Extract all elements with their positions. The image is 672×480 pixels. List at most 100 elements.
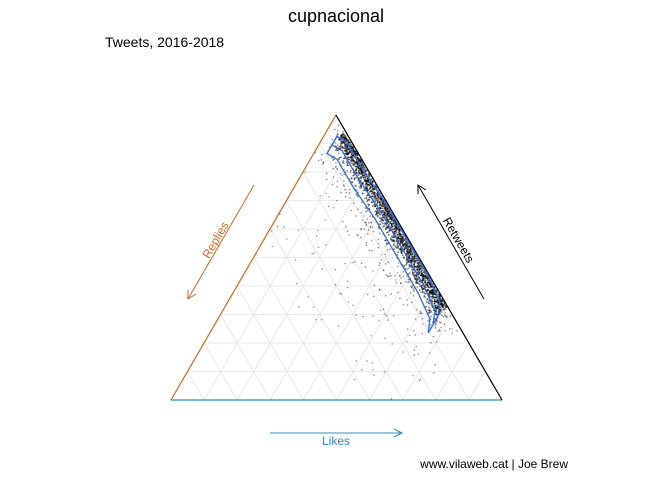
- tweet-point: [387, 231, 389, 234]
- tweet-point: [363, 197, 366, 200]
- tweet-point: [351, 162, 353, 165]
- tweet-point: [439, 330, 441, 332]
- tweet-point: [443, 301, 445, 303]
- tweet-point: [407, 245, 410, 248]
- tweet-point: [390, 398, 393, 400]
- tweet-point: [402, 236, 404, 238]
- tweet-point: [411, 255, 413, 257]
- tweet-point: [408, 280, 411, 283]
- tweet-point: [324, 219, 326, 221]
- tweet-point: [431, 280, 433, 282]
- tweet-point: [370, 335, 373, 337]
- tweet-point: [350, 159, 353, 162]
- tweet-point: [346, 280, 349, 283]
- tweet-point: [415, 308, 418, 311]
- tweet-point: [389, 215, 392, 218]
- tweet-point: [369, 187, 372, 189]
- grid-line: [319, 143, 470, 401]
- tweet-point: [344, 135, 346, 138]
- tweet-point: [441, 305, 443, 308]
- tweet-point: [373, 284, 376, 286]
- tweet-point: [399, 282, 402, 285]
- tweet-point: [417, 278, 420, 280]
- tweet-point: [409, 247, 411, 249]
- tweet-point: [373, 198, 376, 200]
- tweet-point: [360, 161, 362, 163]
- tweet-point: [332, 167, 334, 170]
- tweet-point: [371, 249, 373, 252]
- tweet-point: [294, 259, 297, 262]
- tweet-point: [360, 236, 362, 239]
- tweet-point: [374, 210, 377, 213]
- tweet-point: [359, 176, 362, 178]
- tweet-point: [397, 251, 399, 254]
- tweet-point: [415, 282, 418, 285]
- tweet-point: [378, 227, 381, 230]
- tweet-point: [445, 315, 447, 317]
- tweet-point: [276, 225, 279, 228]
- tweet-point: [356, 194, 359, 197]
- tweet-point: [424, 283, 427, 286]
- tweet-point: [354, 153, 357, 156]
- tweet-point: [372, 196, 375, 198]
- tweet-point: [423, 294, 426, 297]
- tweet-point: [353, 261, 356, 263]
- tweet-point: [335, 149, 337, 151]
- tweet-point: [400, 282, 402, 284]
- tweet-point: [391, 239, 393, 241]
- tweet-point: [340, 293, 343, 295]
- tweet-point: [366, 169, 369, 171]
- tweet-point: [354, 152, 357, 155]
- tweet-point: [385, 214, 388, 217]
- tweet-point: [349, 171, 352, 173]
- tweet-point: [342, 184, 345, 186]
- tweet-point: [360, 228, 362, 231]
- tweet-point: [353, 163, 356, 166]
- likes-axis-label: Likes: [322, 434, 350, 448]
- tweet-point: [380, 258, 383, 261]
- tweet-point: [382, 308, 385, 311]
- tweet-point: [413, 274, 415, 277]
- tweet-point: [382, 269, 385, 272]
- tweet-point: [372, 230, 375, 233]
- tweet-point: [421, 291, 424, 294]
- tweet-point: [408, 264, 410, 266]
- tweet-point: [345, 143, 347, 146]
- tweet-point: [353, 378, 356, 381]
- tweet-point: [410, 286, 413, 289]
- tweet-point: [406, 250, 408, 253]
- tweet-point: [416, 278, 419, 281]
- tweet-point: [394, 233, 397, 235]
- tweet-point: [389, 213, 392, 216]
- tweet-point: [364, 266, 367, 268]
- tweet-point: [419, 312, 421, 315]
- tweet-point: [371, 362, 374, 364]
- tweet-point: [405, 259, 408, 261]
- tweet-point: [367, 205, 370, 207]
- tweet-point: [421, 312, 423, 315]
- tweet-point: [345, 145, 348, 148]
- tweet-point: [369, 183, 371, 186]
- tweet-point: [367, 233, 369, 235]
- tweet-point: [356, 234, 358, 236]
- tweet-point: [343, 145, 346, 147]
- tweet-point: [431, 297, 434, 300]
- tweet-point: [377, 199, 380, 201]
- tweet-point: [380, 217, 383, 219]
- tweet-point: [366, 178, 369, 181]
- tweet-point: [350, 145, 352, 148]
- tweet-point: [352, 163, 354, 166]
- tweet-point: [347, 164, 349, 167]
- tweet-point: [431, 288, 434, 291]
- tweet-point: [401, 254, 404, 257]
- tweet-point: [336, 133, 339, 135]
- tweet-point: [412, 295, 415, 297]
- tweet-point: [442, 307, 445, 309]
- tweet-point: [389, 220, 392, 223]
- tweet-point: [342, 130, 344, 133]
- tweet-point: [384, 212, 386, 215]
- tweet-point: [356, 154, 359, 157]
- tweet-point: [394, 245, 397, 247]
- tweet-point: [376, 212, 379, 214]
- tweet-point: [431, 295, 433, 298]
